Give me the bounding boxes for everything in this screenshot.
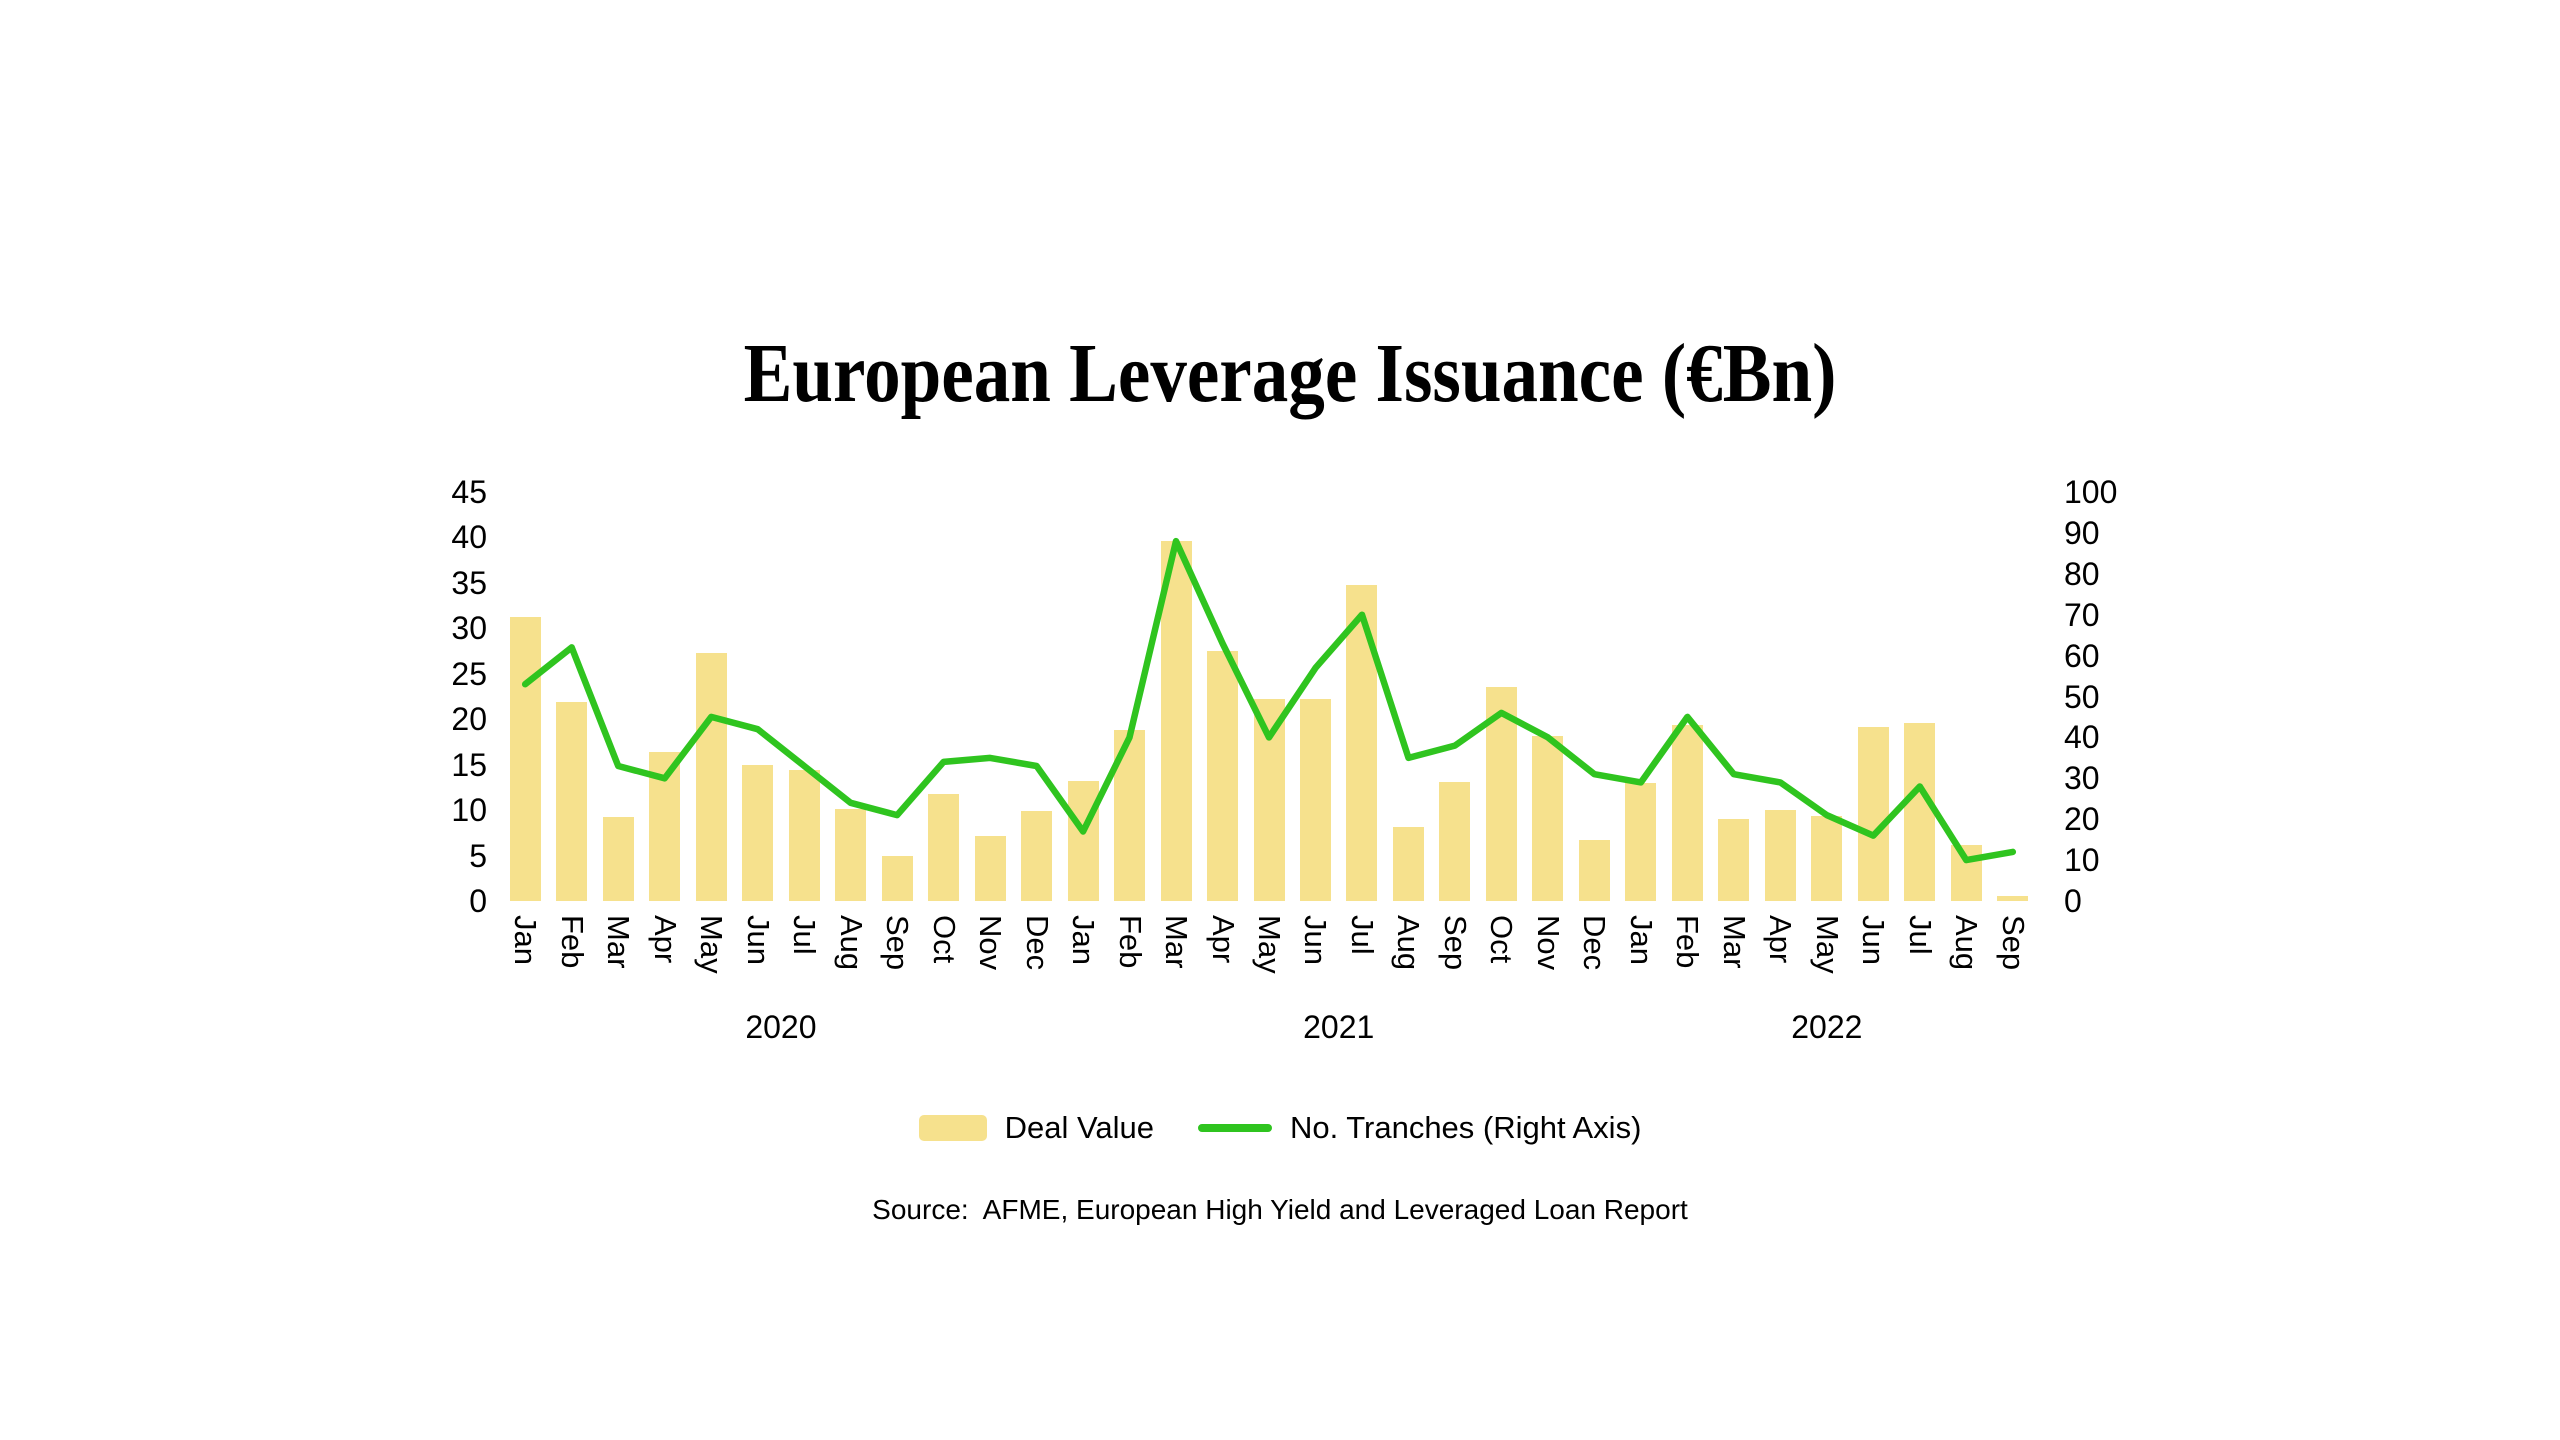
right-axis-tick-label: 30 xyxy=(2064,760,2100,797)
legend-item-tranches: No. Tranches (Right Axis) xyxy=(1197,1110,1642,1146)
deal-value-bar xyxy=(1857,727,1889,901)
month-label: Aug xyxy=(1949,915,1985,971)
deal-value-bar xyxy=(928,793,960,901)
deal-value-bar xyxy=(695,652,727,901)
deal-value-bar xyxy=(835,809,867,901)
month-label: Jul xyxy=(787,915,823,955)
chart-title: European Leverage Issuance (€Bn) xyxy=(743,327,1837,420)
right-axis-tick-label: 100 xyxy=(2064,474,2118,510)
deal-value-bar xyxy=(1021,811,1053,901)
right-axis-tick-label: 20 xyxy=(2064,801,2100,838)
month-label: Sep xyxy=(880,915,916,971)
month-label: May xyxy=(694,915,730,974)
legend-item-deal-value: Deal Value xyxy=(918,1110,1154,1146)
deal-value-bar xyxy=(556,701,588,901)
left-axis-tick-label: 20 xyxy=(451,701,487,738)
tranches-line xyxy=(521,537,2017,864)
right-axis-tick-label: 40 xyxy=(2064,719,2100,756)
deal-value-bar xyxy=(788,770,820,901)
deal-value-bar xyxy=(1067,781,1099,901)
month-label: May xyxy=(1809,915,1845,974)
month-label: Feb xyxy=(1112,915,1148,969)
month-label: Jun xyxy=(1856,915,1892,965)
deal-value-bar xyxy=(742,764,774,901)
tranches-line-swatch xyxy=(1197,1124,1272,1132)
month-label: Jul xyxy=(1344,915,1380,955)
left-axis-tick-label: 25 xyxy=(451,655,487,692)
month-label: Mar xyxy=(601,915,637,969)
month-label: Apr xyxy=(647,915,683,964)
month-label: Sep xyxy=(1437,915,1473,971)
legend: Deal Value No. Tranches (Right Axis) xyxy=(0,1110,2560,1146)
deal-value-bar xyxy=(1997,896,2029,901)
left-axis-tick-label: 45 xyxy=(451,474,487,510)
deal-value-bar xyxy=(1625,782,1657,901)
right-axis-tick-label: 90 xyxy=(2064,514,2100,551)
deal-value-bar xyxy=(1671,724,1703,901)
month-label: Jan xyxy=(1066,915,1102,965)
month-label: Apr xyxy=(1763,915,1799,964)
year-label: 2021 xyxy=(1303,1009,1375,1045)
deal-value-bar xyxy=(509,617,541,901)
deal-value-bar xyxy=(1299,699,1331,901)
year-label: 2020 xyxy=(745,1009,817,1045)
right-axis-tick-label: 50 xyxy=(2064,678,2100,715)
deal-value-bar xyxy=(1207,651,1238,901)
month-label: Apr xyxy=(1205,915,1241,964)
month-label: Jan xyxy=(508,915,544,965)
deal-value-bar xyxy=(881,855,913,901)
left-axis-tick-label: 10 xyxy=(451,792,487,829)
month-label: Aug xyxy=(1391,915,1427,971)
left-axis-tick-label: 35 xyxy=(451,564,487,601)
month-label: Nov xyxy=(973,915,1009,971)
deal-value-bar xyxy=(1718,819,1750,901)
deal-value-bar xyxy=(1578,840,1610,901)
deal-value-swatch xyxy=(918,1115,987,1141)
month-label: Jul xyxy=(1902,915,1938,955)
deal-value-bar xyxy=(1904,722,1936,901)
right-axis-tick-label: 0 xyxy=(2064,883,2082,919)
month-label: Oct xyxy=(926,915,962,964)
month-label: Mar xyxy=(1716,915,1752,969)
legend-label-deal-value: Deal Value xyxy=(1004,1110,1154,1145)
deal-value-bar xyxy=(1160,541,1192,901)
month-label: Nov xyxy=(1530,915,1566,971)
right-axis-tick-label: 80 xyxy=(2064,555,2100,592)
left-axis-tick-label: 15 xyxy=(451,746,487,783)
right-axis-tick-label: 10 xyxy=(2064,842,2100,879)
month-label: Oct xyxy=(1484,915,1520,964)
month-label: Jun xyxy=(1298,915,1334,965)
left-axis-tick-label: 30 xyxy=(451,610,487,647)
deal-value-bar xyxy=(974,835,1006,901)
month-label: Dec xyxy=(1577,915,1613,971)
legend-label-tranches: No. Tranches (Right Axis) xyxy=(1289,1110,1642,1145)
left-axis-tick-label: 5 xyxy=(469,837,487,874)
month-label: Jun xyxy=(740,915,776,965)
month-label: May xyxy=(1252,915,1287,974)
deal-value-bar xyxy=(602,817,634,901)
month-label: Aug xyxy=(833,915,869,971)
month-label: Feb xyxy=(554,915,590,969)
left-axis-tick-label: 0 xyxy=(469,883,487,919)
deal-value-bar xyxy=(1532,735,1564,901)
deal-value-bar xyxy=(1764,810,1796,901)
month-label: Jan xyxy=(1623,915,1659,965)
source-note: Source: AFME, European High Yield and Le… xyxy=(872,1194,1688,1225)
right-axis-tick-label: 70 xyxy=(2064,596,2100,633)
month-label: Sep xyxy=(1995,915,2031,971)
month-label: Mar xyxy=(1159,915,1195,969)
left-axis-tick-label: 40 xyxy=(451,519,487,556)
deal-value-bar xyxy=(1439,781,1471,901)
deal-value-bar xyxy=(1811,816,1843,901)
plot-area xyxy=(502,492,2036,901)
right-axis-tick-label: 60 xyxy=(2064,637,2100,674)
month-label: Dec xyxy=(1019,915,1055,971)
month-label: Feb xyxy=(1670,915,1706,969)
deal-value-bar xyxy=(1392,827,1424,901)
year-label: 2022 xyxy=(1791,1009,1863,1045)
